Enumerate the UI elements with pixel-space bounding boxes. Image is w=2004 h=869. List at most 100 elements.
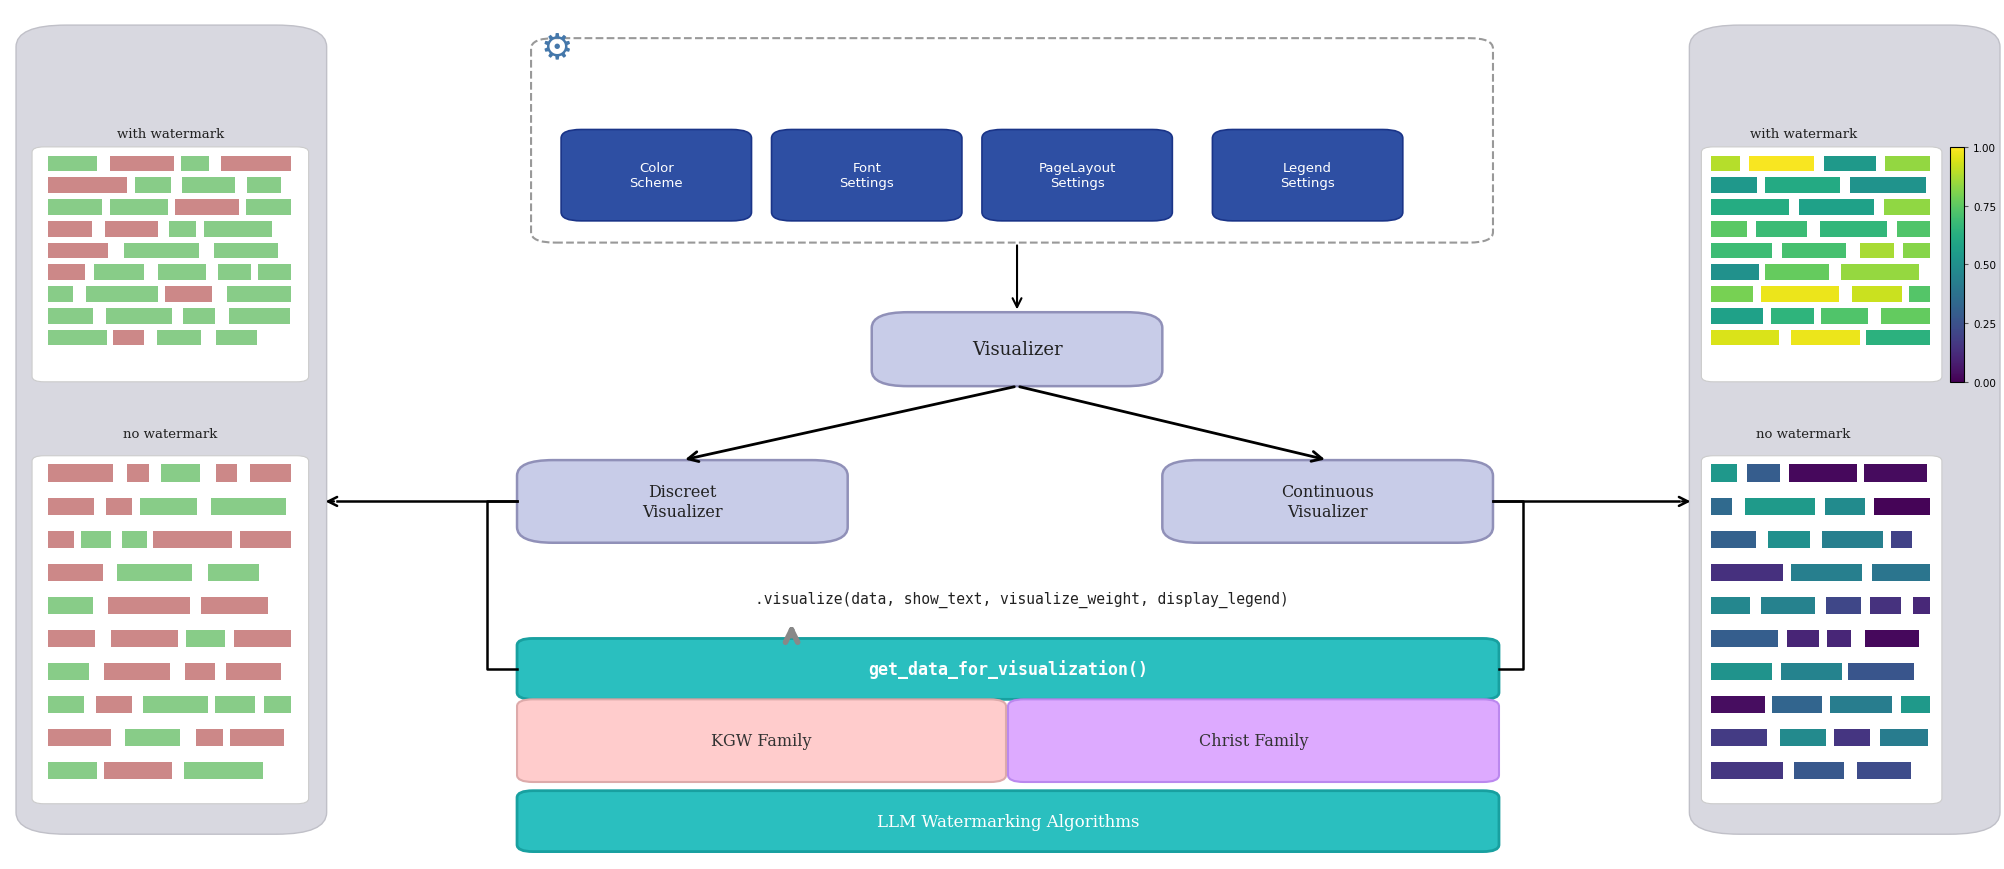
Bar	[184, 663, 214, 680]
Bar	[1864, 630, 1920, 647]
Bar	[204, 222, 273, 237]
Bar	[174, 200, 238, 216]
Bar	[48, 729, 110, 746]
Bar	[1711, 178, 1758, 194]
Bar	[1822, 531, 1882, 548]
Text: Discreet
Visualizer: Discreet Visualizer	[641, 483, 723, 521]
Bar	[1834, 729, 1870, 746]
Text: Legend
Settings: Legend Settings	[1281, 162, 1335, 190]
Text: KGW Family: KGW Family	[711, 733, 812, 749]
Bar	[48, 178, 126, 194]
Bar	[48, 287, 72, 302]
FancyBboxPatch shape	[872, 313, 1162, 387]
FancyBboxPatch shape	[32, 148, 309, 382]
Bar	[1711, 597, 1749, 614]
FancyBboxPatch shape	[561, 130, 752, 222]
Bar	[82, 531, 110, 548]
Bar	[1762, 287, 1840, 302]
FancyBboxPatch shape	[517, 461, 848, 543]
Text: get_data_for_visualization(): get_data_for_visualization()	[868, 660, 1148, 679]
Bar	[226, 287, 291, 302]
Text: ⚙: ⚙	[541, 30, 573, 65]
Text: LLM Watermarking Algorithms: LLM Watermarking Algorithms	[878, 813, 1138, 830]
Bar	[110, 200, 168, 216]
Text: no watermark: no watermark	[122, 428, 218, 441]
Bar	[1914, 597, 1930, 614]
Bar	[1848, 663, 1914, 680]
Bar	[48, 265, 84, 281]
FancyBboxPatch shape	[1701, 148, 1942, 382]
Bar	[246, 178, 281, 194]
Bar	[1711, 729, 1768, 746]
Bar	[110, 630, 178, 647]
Bar	[48, 243, 108, 259]
Bar	[1711, 156, 1739, 172]
Bar	[218, 265, 250, 281]
Bar	[1711, 630, 1778, 647]
Bar	[106, 308, 172, 324]
Bar	[240, 531, 291, 548]
Bar	[1711, 564, 1784, 581]
Bar	[216, 330, 257, 346]
Bar	[1850, 178, 1926, 194]
Text: Font
Settings: Font Settings	[840, 162, 894, 190]
Bar	[208, 564, 259, 581]
Bar	[1711, 663, 1772, 680]
Bar	[1828, 630, 1852, 647]
Bar	[1884, 156, 1930, 172]
Bar	[112, 330, 144, 346]
Bar	[48, 465, 112, 482]
Bar	[210, 498, 287, 515]
Bar	[1782, 663, 1842, 680]
Bar	[186, 630, 224, 647]
Bar	[1874, 498, 1930, 515]
Bar	[184, 762, 263, 779]
Bar	[1772, 696, 1822, 713]
Bar	[1880, 729, 1928, 746]
Text: with watermark: with watermark	[116, 129, 224, 141]
Bar	[1788, 630, 1818, 647]
Bar	[1842, 265, 1918, 281]
Bar	[1711, 498, 1731, 515]
Bar	[1711, 243, 1772, 259]
Bar	[158, 265, 206, 281]
Bar	[48, 564, 102, 581]
Bar	[48, 308, 92, 324]
Bar	[1711, 696, 1766, 713]
Bar	[48, 630, 96, 647]
Bar	[48, 330, 106, 346]
Bar	[1768, 531, 1810, 548]
Bar	[1898, 222, 1930, 237]
Bar	[1762, 597, 1816, 614]
Bar	[116, 564, 192, 581]
Bar	[182, 156, 208, 172]
Text: Christ Family: Christ Family	[1198, 733, 1309, 749]
FancyBboxPatch shape	[517, 639, 1499, 700]
Bar	[1824, 156, 1876, 172]
Bar	[216, 465, 236, 482]
Bar	[1711, 330, 1780, 346]
Bar	[1788, 465, 1858, 482]
Bar	[1892, 531, 1912, 548]
Bar	[1822, 308, 1868, 324]
Bar	[104, 762, 172, 779]
Bar	[48, 663, 88, 680]
Bar	[124, 729, 180, 746]
Bar	[1711, 200, 1790, 216]
FancyBboxPatch shape	[16, 26, 327, 834]
Bar	[1830, 696, 1892, 713]
Bar	[106, 498, 132, 515]
Bar	[250, 465, 291, 482]
FancyBboxPatch shape	[32, 456, 309, 804]
Text: Color
Scheme: Color Scheme	[629, 162, 683, 190]
Bar	[1711, 287, 1754, 302]
Bar	[1747, 465, 1780, 482]
Bar	[96, 696, 132, 713]
Bar	[1792, 564, 1862, 581]
Bar	[94, 265, 144, 281]
Bar	[228, 308, 291, 324]
Bar	[259, 265, 291, 281]
Bar	[220, 156, 291, 172]
Text: PageLayout
Settings: PageLayout Settings	[1038, 162, 1116, 190]
Bar	[214, 243, 279, 259]
